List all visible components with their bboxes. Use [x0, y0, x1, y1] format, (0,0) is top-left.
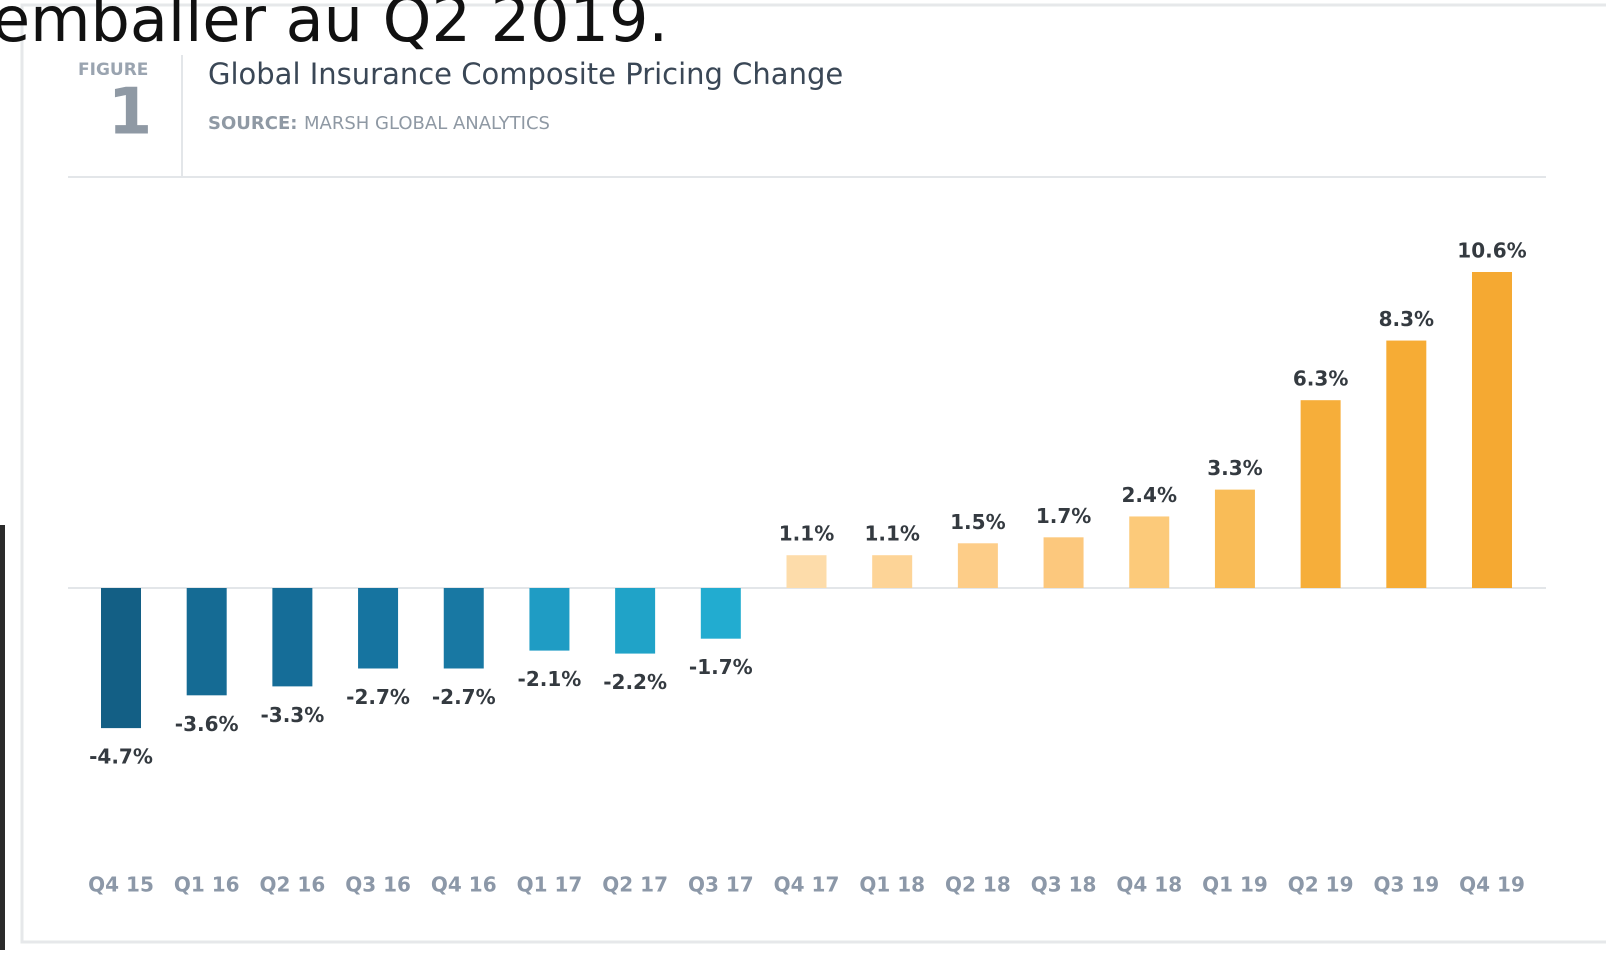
x-tick-label: Q2 16 — [260, 873, 326, 897]
bar — [529, 588, 569, 651]
bar — [1129, 516, 1169, 588]
x-tick-label: Q1 16 — [174, 873, 240, 897]
x-tick-label: Q2 17 — [602, 873, 668, 897]
bar — [358, 588, 398, 668]
bar — [1044, 537, 1084, 588]
x-tick-label: Q2 19 — [1288, 873, 1354, 897]
value-label: -3.6% — [175, 712, 239, 736]
bar — [872, 555, 912, 588]
value-label: 1.1% — [864, 522, 919, 546]
bar — [1386, 341, 1426, 588]
x-tick-label: Q3 18 — [1031, 873, 1097, 897]
x-tick-label: Q4 18 — [1116, 873, 1182, 897]
value-label: 10.6% — [1457, 239, 1526, 263]
bar — [272, 588, 312, 686]
value-label: 1.5% — [950, 510, 1005, 534]
value-label: 8.3% — [1379, 307, 1434, 331]
value-label: -2.2% — [603, 670, 667, 694]
value-label: -2.7% — [346, 685, 410, 709]
value-label: -2.7% — [432, 685, 496, 709]
x-tick-label: Q1 18 — [859, 873, 925, 897]
bar — [1301, 400, 1341, 588]
value-label: -2.1% — [518, 667, 582, 691]
value-label: 2.4% — [1122, 483, 1177, 507]
page: {"caption": "emballer au Q2 2019.", "fig… — [0, 0, 1606, 976]
card — [22, 5, 1606, 942]
photo-edge — [0, 525, 5, 950]
bar — [701, 588, 741, 639]
value-label: -1.7% — [689, 655, 753, 679]
x-tick-label: Q1 19 — [1202, 873, 1268, 897]
x-tick-label: Q4 19 — [1459, 873, 1525, 897]
bar — [444, 588, 484, 668]
chart: emballer au Q2 2019. FIGURE 1 Global Ins… — [0, 0, 1606, 976]
source-label: SOURCE: — [208, 113, 297, 134]
x-tick-label: Q4 16 — [431, 873, 497, 897]
bar — [787, 555, 827, 588]
value-label: -4.7% — [89, 745, 153, 769]
chart-title: Global Insurance Composite Pricing Chang… — [208, 57, 843, 91]
value-label: 1.7% — [1036, 504, 1091, 528]
x-tick-label: Q3 19 — [1373, 873, 1439, 897]
source: MARSH GLOBAL ANALYTICS — [304, 113, 550, 134]
value-label: -3.3% — [260, 703, 324, 727]
bar — [615, 588, 655, 654]
bar — [187, 588, 227, 695]
value-label: 1.1% — [779, 522, 834, 546]
bar — [1472, 272, 1512, 588]
figure-number: 1 — [108, 76, 153, 150]
x-tick-label: Q4 15 — [88, 873, 154, 897]
bar — [958, 543, 998, 588]
bar — [1215, 490, 1255, 588]
x-tick-label: Q3 16 — [345, 873, 411, 897]
x-tick-label: Q2 18 — [945, 873, 1011, 897]
value-label: 3.3% — [1207, 456, 1262, 480]
caption: emballer au Q2 2019. — [0, 0, 668, 56]
x-tick-label: Q1 17 — [517, 873, 583, 897]
x-tick-label: Q3 17 — [688, 873, 754, 897]
x-tick-label: Q4 17 — [774, 873, 840, 897]
bar — [101, 588, 141, 728]
value-label: 6.3% — [1293, 367, 1348, 391]
